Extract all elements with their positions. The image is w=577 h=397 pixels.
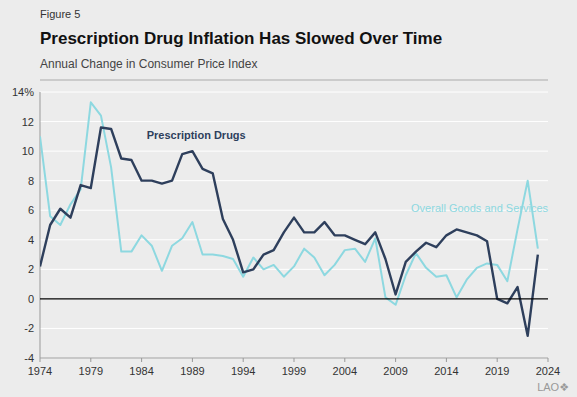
x-tick-label: 1984 xyxy=(129,365,153,377)
y-tick-label: 10 xyxy=(22,145,34,157)
annotation: Prescription Drugs xyxy=(147,129,246,141)
title: Prescription Drug Inflation Has Slowed O… xyxy=(40,29,442,48)
x-tick xyxy=(344,358,345,362)
grid-line xyxy=(40,180,548,181)
y-tick-label: 14% xyxy=(12,86,34,98)
x-tick-label: 2019 xyxy=(485,365,509,377)
x-tick-label: 2014 xyxy=(434,365,458,377)
y-axis xyxy=(40,92,41,358)
figure-label: Figure 5 xyxy=(40,8,80,20)
y-tick-label: -4 xyxy=(24,352,34,364)
grid-line xyxy=(40,239,548,240)
grid-line xyxy=(40,151,548,152)
x-tick xyxy=(446,358,447,362)
y-tick-label: 2 xyxy=(28,263,34,275)
x-tick xyxy=(548,358,549,362)
y-tick-label: 0 xyxy=(28,293,34,305)
x-tick xyxy=(243,358,244,362)
x-tick xyxy=(497,358,498,362)
chart: Figure 5 Prescription Drug Inflation Has … xyxy=(0,0,577,397)
y-tick-label: 6 xyxy=(28,204,34,216)
zero-line xyxy=(40,298,548,299)
grid-line xyxy=(40,328,548,329)
x-tick-label: 1999 xyxy=(282,365,306,377)
y-tick-label: 12 xyxy=(22,116,34,128)
y-tick-label: 4 xyxy=(28,234,34,246)
x-tick-label: 2024 xyxy=(536,365,560,377)
x-tick xyxy=(395,358,396,362)
separator xyxy=(40,80,548,81)
plot-area xyxy=(40,102,538,335)
grid-line xyxy=(40,298,548,299)
watermark: LAO❖ xyxy=(537,381,569,393)
y-tick-label: 8 xyxy=(28,175,34,187)
x-tick-label: 1989 xyxy=(180,365,204,377)
x-tick-label: 1994 xyxy=(231,365,255,377)
x-tick-label: 1974 xyxy=(28,365,52,377)
grid-line xyxy=(40,92,548,93)
subtitle: Annual Change in Consumer Price Index xyxy=(40,57,257,71)
x-tick xyxy=(141,358,142,362)
x-tick-label: 2009 xyxy=(383,365,407,377)
grid-line xyxy=(40,121,548,122)
x-tick xyxy=(90,358,91,362)
grid-line xyxy=(40,269,548,270)
x-tick-label: 2004 xyxy=(333,365,357,377)
x-axis xyxy=(40,358,548,359)
background xyxy=(0,0,577,397)
x-tick xyxy=(294,358,295,362)
x-tick xyxy=(40,358,41,362)
x-tick-label: 1979 xyxy=(79,365,103,377)
grid-line xyxy=(40,358,548,359)
x-tick xyxy=(192,358,193,362)
annotation: Overall Goods and Services xyxy=(411,202,548,214)
series-line xyxy=(40,127,538,335)
y-tick-label: -2 xyxy=(24,322,34,334)
